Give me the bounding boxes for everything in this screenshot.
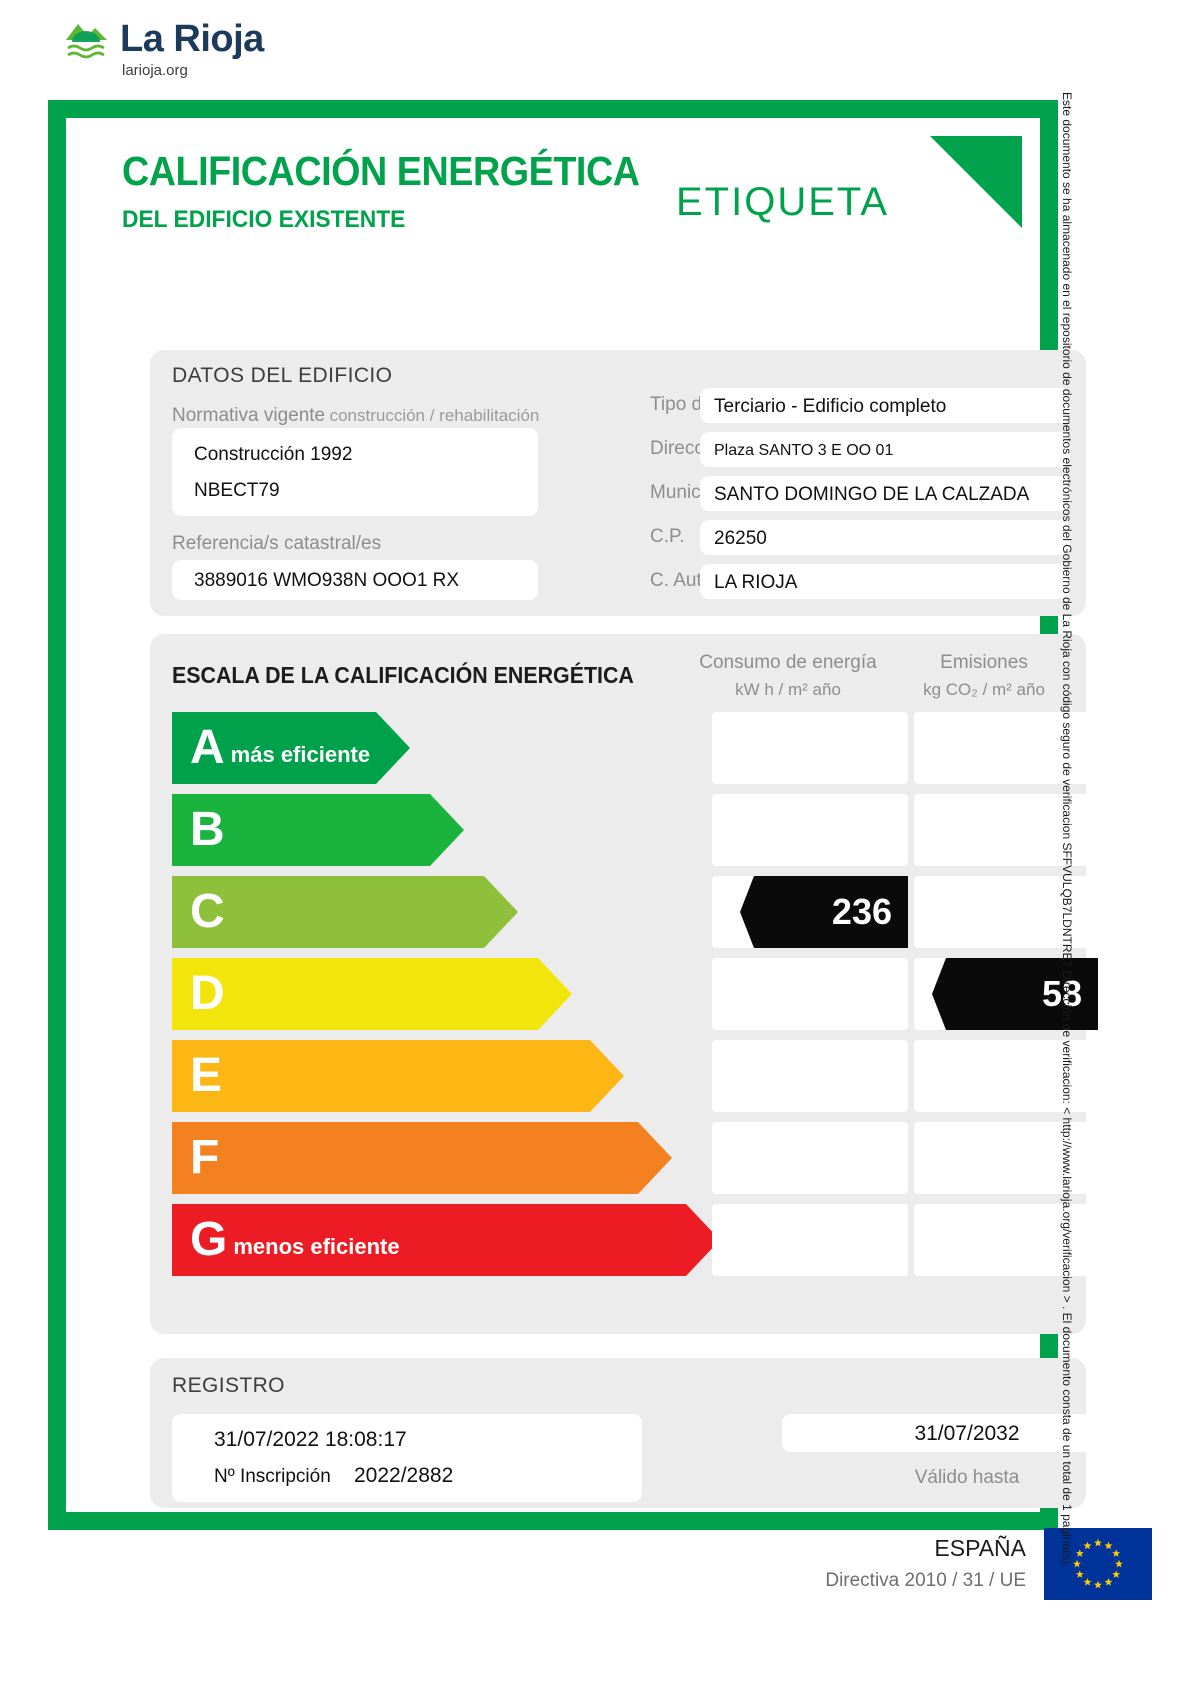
scale-row-c: C 236 [172,876,1098,948]
field-box-cp: 26250 [700,520,1070,555]
corner-triangle-decoration [930,136,1022,228]
normativa-label-small: construcción / rehabilitación [329,406,540,425]
emissions-value-text: 58 [1041,973,1082,1014]
certificate-body: CALIFICACIÓN ENERGÉTICA DEL EDIFICIO EXI… [66,118,1152,1600]
emissions-cell-a [914,712,1098,784]
field-box-tipo: Terciario - Edificio completo [700,388,1070,423]
energy-cell-b [712,794,908,866]
valid-until-box: 31/07/2032 [782,1414,1152,1452]
energy-cell-d [712,958,908,1030]
scale-bar-e: E [172,1040,624,1112]
scale-row-b: B [172,794,1098,866]
page-title: CALIFICACIÓN ENERGÉTICA [122,148,640,194]
scale-letter-c: C [190,885,225,938]
scale-row-d: D 58 [172,958,1098,1030]
emissions-cell-f [914,1122,1098,1194]
energy-cell-f [712,1122,908,1194]
scale-row-f: F [172,1122,1098,1194]
registry-date: 31/07/2022 18:08:17 [214,1428,407,1451]
energy-scale-panel: ESCALA DE LA CALIFICACIÓN ENERGÉTICA Con… [150,634,1098,1334]
field-value-tipo: Terciario - Edificio completo [714,396,947,417]
etiqueta-badge: ETIQUETA [676,180,890,224]
column-unit-emissions: kg CO₂ / m² año [923,680,1045,699]
field-box-autonoma: LA RIOJA [700,564,1070,599]
scale-bar-d: D [172,958,572,1030]
field-box-municipio: SANTO DOMINGO DE LA CALZADA [700,476,1070,511]
column-header-emissions: Emisiones [940,652,1028,673]
certificate-frame: CALIFICACIÓN ENERGÉTICA DEL EDIFICIO EXI… [48,100,1152,1600]
energy-cell-e [712,1040,908,1112]
footer-directive: Directiva 2010 / 31 / UE [825,1570,1026,1591]
footer-country: ESPAÑA [934,1535,1026,1561]
emissions-cell-c [914,876,1098,948]
emissions-value-marker: 58 [932,958,1098,1030]
scale-letter-a: A [190,721,225,774]
registry-date-box: 31/07/2022 18:08:17 Nº Inscripción 2022/… [172,1414,642,1502]
field-value-direccion: Plaza SANTO 3 E OO 01 [714,442,894,459]
scale-letter-e: E [190,1049,223,1102]
valid-until-label: Válido hasta [914,1467,1020,1488]
scale-letter-f: F [190,1131,220,1184]
column-unit-energy: kW h / m² año [735,680,841,699]
scale-letter-g: G [190,1213,228,1266]
mountain-river-icon [66,24,107,59]
field-label-cp: C.P. [650,526,685,547]
normativa-line2: NBECT79 [194,480,280,501]
scale-bar-c: C [172,876,518,948]
cadastral-reference-box: 3889016 WMO938N OOO1 RX [172,560,538,600]
building-data-heading: DATOS DEL EDIFICIO [172,364,393,387]
emissions-cell-e [914,1040,1098,1112]
scale-bar-b: B [172,794,464,866]
emissions-cell-b [914,794,1098,866]
cadastral-reference-label: Referencia/s catastral/es [172,533,382,554]
normativa-label-bold: Normativa vigente [172,405,326,426]
eu-flag-icon [1044,1528,1152,1600]
energy-cell-a [712,712,908,784]
normativa-value-box: Construcción 1992 NBECT79 [172,428,538,516]
energy-cell-g [712,1204,908,1276]
registry-heading: REGISTRO [172,1374,285,1397]
page-subtitle: DEL EDIFICIO EXISTENTE [122,206,406,233]
field-value-municipio: SANTO DOMINGO DE LA CALZADA [714,484,1030,505]
logo-subtitle: larioja.org [122,62,188,79]
cadastral-reference-value: 3889016 WMO938N OOO1 RX [194,570,460,591]
field-value-cp: 26250 [714,528,767,549]
energy-value-text: 236 [831,891,892,932]
registry-inscription-value: 2022/2882 [354,1464,454,1487]
field-value-autonoma: LA RIOJA [714,572,798,593]
scale-note-a: más eficiente [230,742,371,767]
energy-value-marker: 236 [740,876,908,948]
scale-row-e: E [172,1040,1098,1112]
scale-bar-f: F [172,1122,672,1194]
emissions-cell-g [914,1204,1098,1276]
column-header-energy: Consumo de energía [699,652,877,673]
energy-scale-heading: ESCALA DE LA CALIFICACIÓN ENERGÉTICA [172,662,634,688]
scale-letter-d: D [190,967,225,1020]
normativa-label: Normativa vigente construcción / rehabil… [172,405,539,427]
field-box-direccion: Plaza SANTO 3 E OO 01 [700,432,1070,467]
scale-note-g: menos eficiente [233,1234,400,1259]
larioja-logo: La Rioja larioja.org [62,18,264,79]
valid-until-date: 31/07/2032 [914,1422,1020,1445]
logo-title: La Rioja [120,18,264,60]
normativa-line1: Construcción 1992 [194,444,353,465]
registry-inscription-label: Nº Inscripción [214,1466,331,1487]
scale-letter-b: B [190,803,225,856]
verification-side-note: Este documento se ha almacenado en el re… [1060,92,1074,1568]
